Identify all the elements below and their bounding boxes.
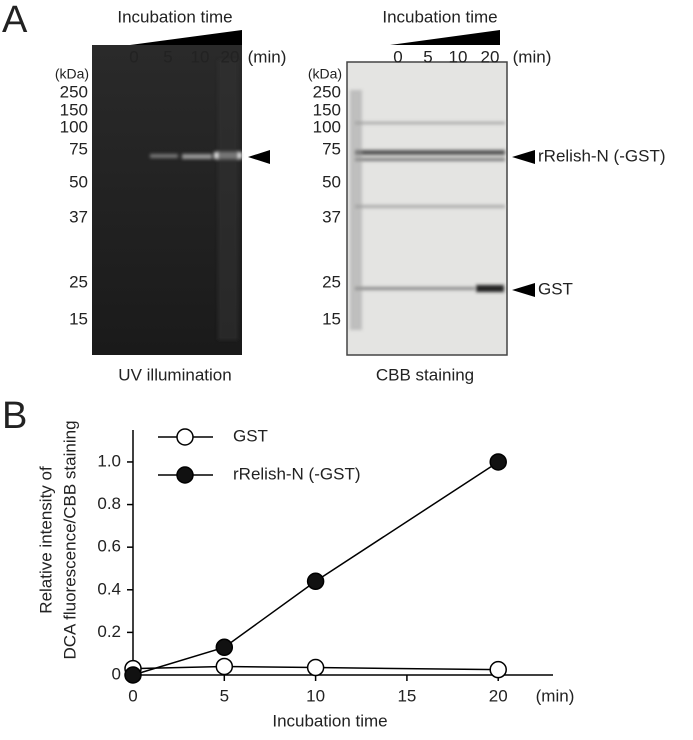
panel-letter: A — [2, 0, 28, 41]
y-tick-label: 1.0 — [97, 451, 121, 470]
marker-label: 15 — [322, 309, 341, 328]
lane-label: 0 — [393, 47, 402, 66]
arrow — [512, 283, 535, 297]
series-line — [132, 665, 499, 671]
unit-label: (min) — [513, 47, 552, 66]
marker-label: 37 — [322, 207, 341, 226]
arrow — [512, 150, 535, 164]
band-label: rRelish-N (-GST) — [538, 146, 666, 165]
uv-gel — [92, 45, 242, 355]
bands — [150, 60, 505, 340]
kda-label: (kDa) — [308, 66, 342, 82]
legend-marker — [176, 428, 194, 446]
marker-label: 150 — [60, 100, 88, 119]
gel-header: Incubation time — [382, 7, 497, 26]
gel-caption: CBB staining — [376, 365, 474, 384]
arrow — [248, 150, 270, 164]
lane-label: 20 — [481, 47, 500, 66]
marker-label: 50 — [322, 172, 341, 191]
marker-label: 15 — [69, 309, 88, 328]
x-tick-label: 5 — [220, 686, 229, 705]
cbb-gel — [346, 61, 508, 356]
lane-label: 10 — [449, 47, 468, 66]
marker-label: 75 — [69, 139, 88, 158]
band-label: GST — [538, 279, 573, 298]
x-axis-label: Incubation time — [272, 711, 387, 730]
marker-label: 25 — [69, 272, 88, 291]
lane-label: 5 — [163, 47, 172, 66]
legend-label: GST — [233, 426, 268, 445]
marker-label: 75 — [322, 139, 341, 158]
marker-label: 150 — [313, 100, 341, 119]
unit-label: (min) — [248, 47, 287, 66]
data-point — [124, 666, 142, 684]
panel-letter: B — [2, 395, 27, 437]
data-point — [489, 660, 507, 679]
time-wedge — [130, 30, 242, 45]
x-tick-label: 10 — [306, 686, 325, 705]
y-tick-label: 0.4 — [97, 579, 121, 598]
time-wedge — [390, 30, 500, 45]
marker-label: 250 — [60, 82, 88, 101]
data-point — [306, 572, 325, 591]
data-point — [215, 657, 234, 676]
y-tick-label: 0.8 — [97, 494, 121, 513]
data-point — [489, 453, 507, 471]
gel-caption: UV illumination — [118, 365, 231, 384]
marker-label: 100 — [313, 117, 341, 136]
y-tick-label: 0.6 — [97, 537, 121, 556]
lane-label: 0 — [129, 47, 138, 66]
legend-label: rRelish-N (-GST) — [233, 464, 361, 483]
y-axis-label: DCA fluorescence/CBB staining — [60, 420, 79, 659]
marker-label: 50 — [69, 172, 88, 191]
x-tick-label: 0 — [128, 686, 137, 705]
y-tick-label: 0 — [112, 664, 121, 683]
lane-label: 20 — [221, 47, 240, 66]
x-unit: (min) — [536, 686, 575, 705]
y-axis-label: Relative intensity of — [36, 466, 55, 614]
marker-label: 250 — [313, 82, 341, 101]
data-point — [306, 658, 325, 677]
data-point — [215, 638, 234, 657]
marker-label: 37 — [69, 207, 88, 226]
series-line — [132, 461, 499, 676]
gel-header: Incubation time — [117, 7, 232, 26]
legend-marker — [176, 466, 194, 484]
marker-label: 25 — [322, 272, 341, 291]
y-tick-label: 0.2 — [97, 622, 121, 641]
x-tick-label: 20 — [489, 686, 508, 705]
kda-label: (kDa) — [55, 66, 89, 82]
x-tick-label: 15 — [397, 686, 416, 705]
lane-label: 10 — [191, 47, 210, 66]
marker-label: 100 — [60, 117, 88, 136]
lane-label: 5 — [423, 47, 432, 66]
